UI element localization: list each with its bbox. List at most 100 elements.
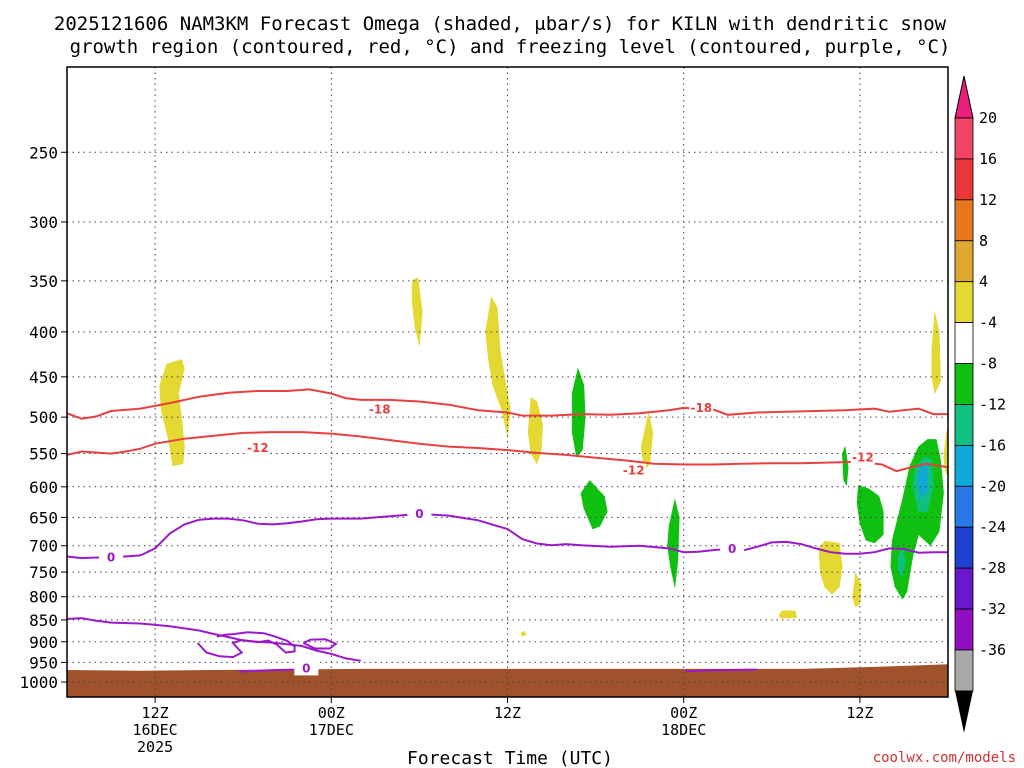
colorbar-label-9: -20 [979, 477, 1006, 495]
contour-labels: -18 -18 -12 -12 -12 0 0 0 0 [99, 400, 875, 676]
omega-region-3 [527, 397, 543, 465]
contour-label-1-2: -12 [852, 451, 874, 465]
xtick-label-0-1: 16DEC [133, 721, 178, 739]
contour-label-bg-1-2 [850, 450, 875, 465]
colorbar-band-4 [954, 281, 974, 324]
ytick-label-600: 600 [29, 478, 58, 497]
contour-label-2-2: 0 [728, 542, 736, 556]
contour-label-bg-0-1 [689, 400, 714, 415]
colorbar-band-0 [954, 117, 974, 160]
omega-region-13 [667, 499, 680, 588]
xtick-label-3-0: 00Z [670, 704, 697, 722]
ground-shape [67, 664, 948, 697]
ytick-label-250: 250 [29, 143, 58, 162]
colorbar-band-7 [954, 404, 974, 446]
grid-lines [67, 67, 948, 697]
ytick-label-550: 550 [29, 445, 58, 464]
colorbar: 20 16 12 8 4 -4 -8 -12 -16 -20 -24 -28 -32 -36 [954, 75, 1006, 733]
omega-region-11 [571, 367, 586, 458]
ytick-label-350: 350 [29, 272, 58, 291]
colorbar-band-13 [954, 649, 974, 692]
xtick-label-2-0: 12Z [494, 704, 521, 722]
ytick-label-850: 850 [29, 611, 58, 630]
contour-line-5 [302, 638, 338, 650]
ytick-label-400: 400 [29, 323, 58, 342]
colorbar-label-12: -32 [979, 600, 1006, 618]
contour-label-0-0: -18 [369, 402, 391, 416]
omega-region-18 [916, 463, 928, 500]
omega-region-14 [856, 485, 884, 544]
contour-label-6-0: 0 [302, 661, 310, 675]
contour-label-2-1: 0 [415, 507, 423, 521]
colorbar-label-5: -4 [979, 314, 997, 332]
xtick-label-0-0: 12Z [142, 704, 169, 722]
omega-region-16 [890, 439, 944, 600]
colorbar-label-10: -24 [979, 518, 1006, 536]
y-axis-ticks: 250 300 350 400 450 500 550 600 650 700 750 800 850 9… [19, 143, 67, 692]
omega-shading [159, 277, 948, 637]
colorbar-band-8 [954, 444, 974, 487]
contour-label-1-1: -12 [623, 464, 645, 478]
colorbar-band-11 [954, 567, 974, 610]
contour-label-bg-0-0 [367, 402, 392, 417]
xtick-label-1-1: 17DEC [309, 721, 354, 739]
x-axis-label: Forecast Time (UTC) [407, 748, 613, 768]
contour-label-bg-1-0 [245, 440, 270, 455]
colorbar-label-4: 4 [979, 273, 988, 291]
contour-label-bg-1-1 [621, 463, 646, 478]
omega-region-9 [931, 312, 941, 395]
contour-label-1-0: -12 [247, 441, 269, 455]
colorbar-band-10 [954, 526, 974, 569]
ytick-label-800: 800 [29, 588, 58, 607]
ytick-label-500: 500 [29, 408, 58, 427]
xtick-label-0-2: 2025 [137, 738, 173, 756]
colorbar-band-6 [954, 363, 974, 405]
ytick-label-950: 950 [29, 653, 58, 672]
colorbar-band-9 [954, 485, 974, 528]
omega-region-2 [485, 296, 511, 436]
colorbar-label-13: -36 [979, 641, 1006, 659]
ytick-label-900: 900 [29, 633, 58, 652]
contour-label-bg-2-2 [720, 541, 745, 556]
contour-line-1 [67, 431, 948, 473]
colorbar-top-arrow [954, 75, 974, 119]
colorbar-label-1: 16 [979, 150, 997, 168]
credit-text: coolwx.com/models [873, 750, 1016, 766]
omega-region-7 [778, 610, 798, 619]
omega-region-10 [943, 428, 948, 478]
colorbar-band-12 [954, 608, 974, 651]
colorbar-label-7: -12 [979, 395, 1006, 413]
colorbar-label-0: 20 [979, 109, 997, 127]
colorbar-band-1 [954, 158, 974, 201]
colorbar-label-2: 12 [979, 191, 997, 209]
colorbar-band-2 [954, 199, 974, 242]
contour-line-0 [67, 388, 948, 420]
ytick-label-450: 450 [29, 368, 58, 387]
colorbar-label-11: -28 [979, 559, 1006, 577]
contour-label-2-0: 0 [107, 551, 115, 565]
omega-region-5 [818, 541, 843, 595]
colorbar-bottom-arrow [955, 690, 973, 733]
temperature-contours [67, 388, 948, 673]
contour-label-0-1: -18 [690, 401, 712, 415]
contour-label-bg-2-0 [99, 550, 124, 565]
colorbar-band-5 [954, 322, 974, 364]
colorbar-band-3 [954, 240, 974, 283]
ytick-label-700: 700 [29, 537, 58, 556]
contour-label-bg-6-0 [294, 661, 319, 676]
colorbar-label-3: 8 [979, 232, 988, 250]
ground-fill [67, 664, 948, 697]
xtick-label-1-0: 00Z [318, 704, 345, 722]
chart-title-line1: 2025121606 NAM3KM Forecast Omega (shaded… [54, 13, 947, 35]
contour-line-7 [685, 668, 758, 673]
xtick-label-3-1: 18DEC [661, 721, 706, 739]
ytick-label-750: 750 [29, 563, 58, 582]
omega-region-0 [159, 359, 185, 467]
ytick-label-1000: 1000 [19, 673, 58, 692]
omega-region-6 [852, 572, 862, 608]
contour-line-4 [196, 631, 296, 659]
contour-label-bg-2-1 [407, 506, 432, 521]
omega-region-12 [580, 480, 608, 530]
